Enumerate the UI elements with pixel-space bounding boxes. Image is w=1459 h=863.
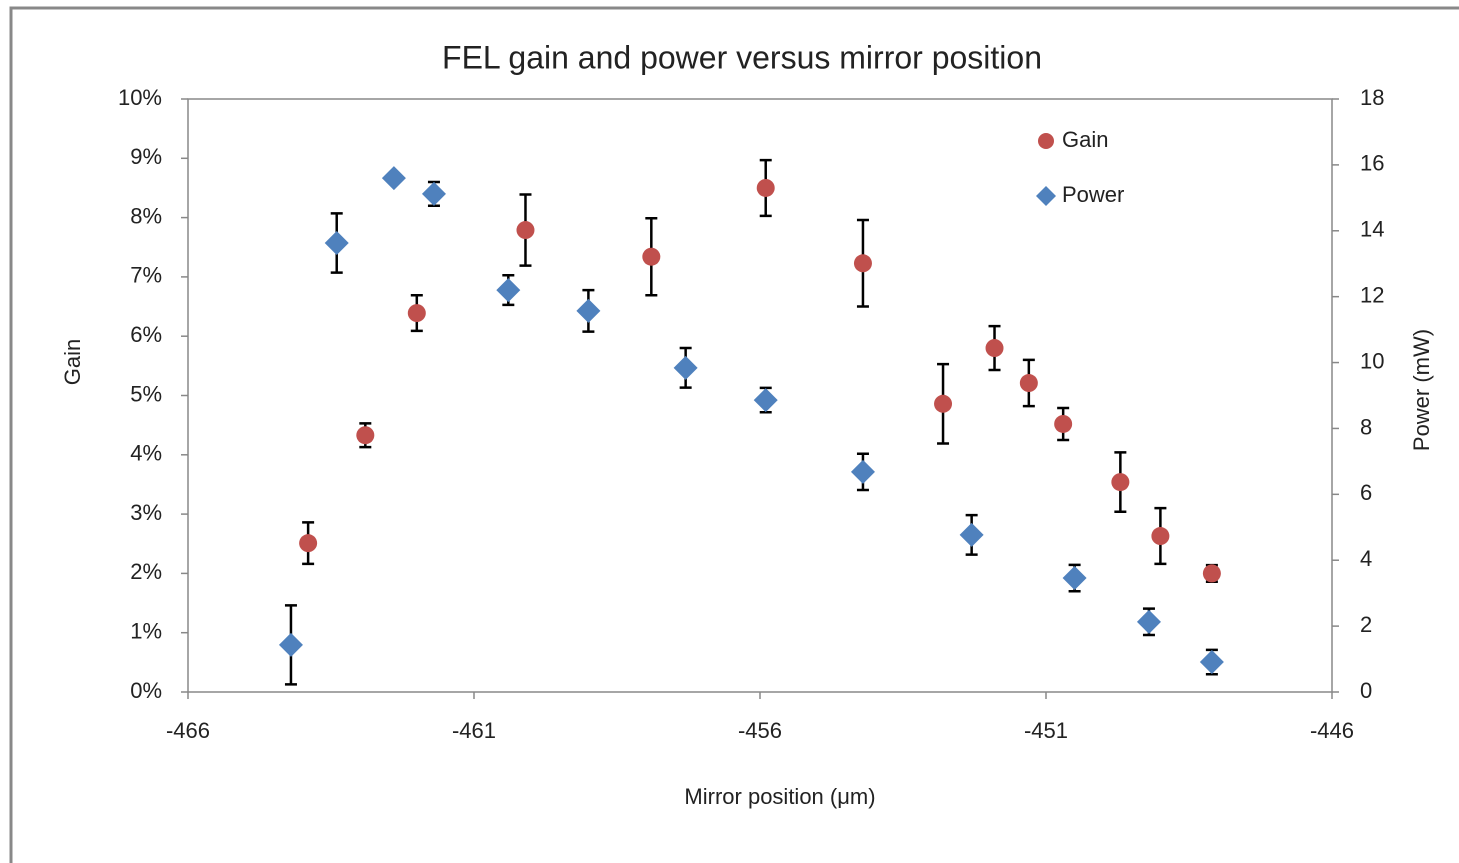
y2-tick-label: 10 <box>1360 348 1384 373</box>
y2-tick-label: 14 <box>1360 217 1384 242</box>
point <box>673 355 698 380</box>
y-tick-label: 4% <box>130 441 162 466</box>
y-tick-label: 8% <box>130 203 162 228</box>
point <box>1054 414 1073 433</box>
y2-tick-label: 2 <box>1360 612 1372 637</box>
x-tick-label: -466 <box>166 718 210 743</box>
x-axis-label: Mirror position (μm) <box>684 784 875 809</box>
point <box>278 632 303 657</box>
point <box>642 247 661 266</box>
point <box>1199 650 1224 675</box>
y2-tick-label: 0 <box>1360 678 1372 703</box>
point <box>356 426 375 445</box>
x-tick-label: -461 <box>452 718 496 743</box>
legend-marker <box>1036 186 1056 206</box>
y-tick-label: 5% <box>130 381 162 406</box>
y2-axis-label: Power (mW) <box>1409 329 1434 451</box>
point <box>959 522 984 547</box>
point <box>516 221 535 240</box>
y2-tick-label: 4 <box>1360 546 1372 571</box>
y-tick-label: 2% <box>130 559 162 584</box>
x-tick-label: -451 <box>1024 718 1068 743</box>
point <box>756 178 775 197</box>
y-tick-label: 1% <box>130 619 162 644</box>
point <box>576 298 601 323</box>
y-tick-label: 7% <box>130 263 162 288</box>
point <box>1136 609 1161 634</box>
y-axis-label: Gain <box>60 339 85 385</box>
legend-label: Power <box>1062 182 1124 207</box>
point <box>934 394 953 413</box>
y-tick-label: 0% <box>130 678 162 703</box>
point <box>381 166 406 191</box>
point <box>496 278 521 303</box>
point <box>1019 374 1038 393</box>
legend-label: Gain <box>1062 127 1108 152</box>
x-tick-label: -446 <box>1310 718 1354 743</box>
point <box>1111 473 1130 492</box>
y-tick-label: 3% <box>130 500 162 525</box>
chart-frame <box>9 6 1459 863</box>
y2-tick-label: 18 <box>1360 85 1384 110</box>
x-tick-label: -456 <box>738 718 782 743</box>
point <box>1062 566 1087 591</box>
y-tick-label: 6% <box>130 322 162 347</box>
point <box>1202 564 1221 583</box>
point <box>753 388 778 413</box>
point <box>299 534 318 553</box>
legend-marker <box>1038 133 1054 149</box>
point <box>853 254 872 273</box>
y2-tick-label: 12 <box>1360 282 1384 307</box>
point <box>850 459 875 484</box>
y-tick-label: 10% <box>118 85 162 110</box>
point <box>407 304 426 323</box>
point <box>324 230 349 255</box>
y2-tick-label: 6 <box>1360 480 1372 505</box>
y2-tick-label: 16 <box>1360 151 1384 176</box>
y2-tick-label: 8 <box>1360 414 1372 439</box>
y-tick-label: 9% <box>130 144 162 169</box>
chart-title: FEL gain and power versus mirror positio… <box>442 39 1042 75</box>
point <box>1151 527 1170 546</box>
point <box>421 181 446 206</box>
point <box>985 339 1004 358</box>
